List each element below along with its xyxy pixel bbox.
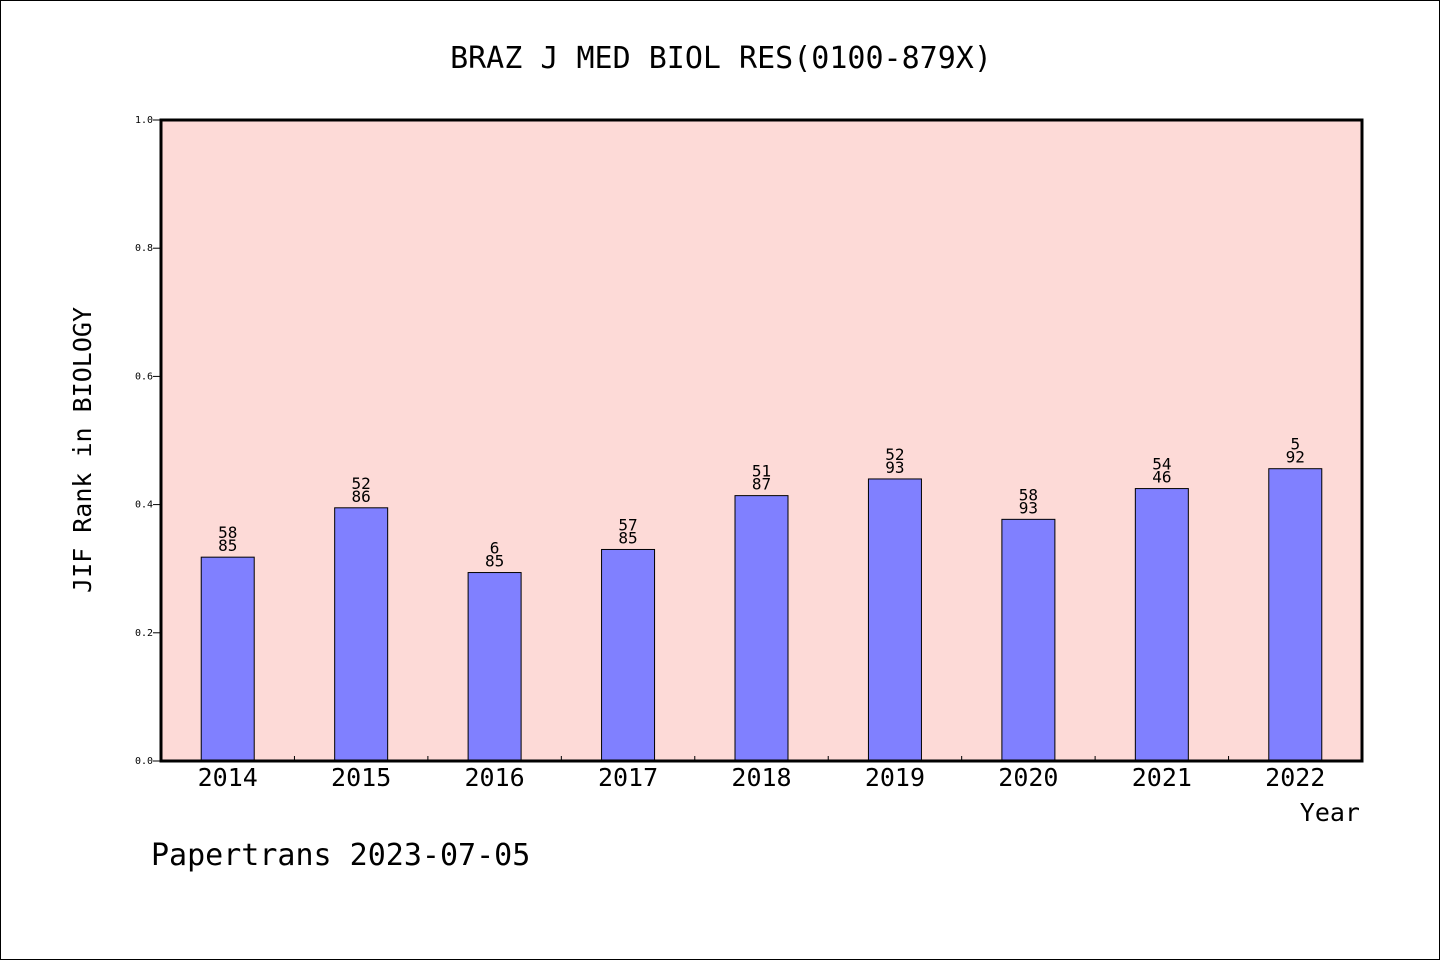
y-tick-label: 0.2 <box>135 628 153 639</box>
footer-credit: Papertrans 2023-07-05 <box>151 838 530 873</box>
plot-border <box>159 118 1364 763</box>
x-tick-label: 2015 <box>331 763 391 792</box>
bar-2018 <box>734 495 789 762</box>
x-axis-label: Year <box>1300 798 1360 827</box>
bar-series <box>200 468 1323 762</box>
bar-2016 <box>467 572 522 762</box>
x-tick-label: 2016 <box>465 763 525 792</box>
x-tick-label: 2020 <box>998 763 1058 792</box>
y-tick-label: 0.8 <box>135 243 153 254</box>
bar-label-numerator: 58 <box>218 523 237 542</box>
bar-label-numerator: 52 <box>352 474 371 493</box>
bar-label-numerator: 5 <box>1290 435 1300 454</box>
bar-label-numerator: 54 <box>1152 455 1171 474</box>
bar-label-denominator: 92 <box>1286 448 1305 467</box>
bar-2015 <box>334 507 389 762</box>
bar-2022 <box>1268 468 1323 762</box>
bar-label-numerator: 52 <box>885 445 904 464</box>
y-axis: 0.0 0.2 0.4 0.6 0.8 1.0 <box>135 115 161 767</box>
bar-label-numerator: 51 <box>752 462 771 481</box>
x-tick-label: 2019 <box>865 763 925 792</box>
bar-label-denominator: 85 <box>218 536 237 555</box>
bar-label-denominator: 93 <box>885 458 904 477</box>
y-tick-label: 0.4 <box>135 500 153 511</box>
x-axis: 2014 2015 2016 2017 2018 2019 2020 2021 2022 <box>198 756 1325 792</box>
chart-title: BRAZ J MED BIOL RES(0100-879X) <box>450 41 992 76</box>
bar-label-denominator: 93 <box>1019 498 1038 517</box>
x-tick-label: 2021 <box>1132 763 1192 792</box>
y-tick-label: 1.0 <box>135 115 153 126</box>
bar-2017 <box>601 548 656 762</box>
bar-2021 <box>1134 488 1189 762</box>
y-tick-label: 0.6 <box>135 371 153 382</box>
bar-label-numerator: 6 <box>490 539 500 558</box>
bar-label-denominator: 86 <box>352 487 371 506</box>
x-tick-label: 2017 <box>598 763 658 792</box>
x-tick-label: 2014 <box>198 763 258 792</box>
bar-2014 <box>200 556 255 762</box>
y-tick-label: 0.0 <box>135 756 153 767</box>
bar-label-denominator: 85 <box>618 528 637 547</box>
bar-2019 <box>867 478 922 762</box>
bar-label-denominator: 87 <box>752 475 771 494</box>
bar-label-denominator: 85 <box>485 552 504 571</box>
y-axis-label: JIF Rank in BIOLOGY <box>68 307 97 593</box>
bar-label-denominator: 46 <box>1152 468 1171 487</box>
bar-2020 <box>1001 518 1056 762</box>
x-tick-label: 2018 <box>731 763 791 792</box>
bar-label-numerator: 57 <box>618 515 637 534</box>
x-tick-label: 2022 <box>1265 763 1325 792</box>
bar-label-numerator: 58 <box>1019 485 1038 504</box>
